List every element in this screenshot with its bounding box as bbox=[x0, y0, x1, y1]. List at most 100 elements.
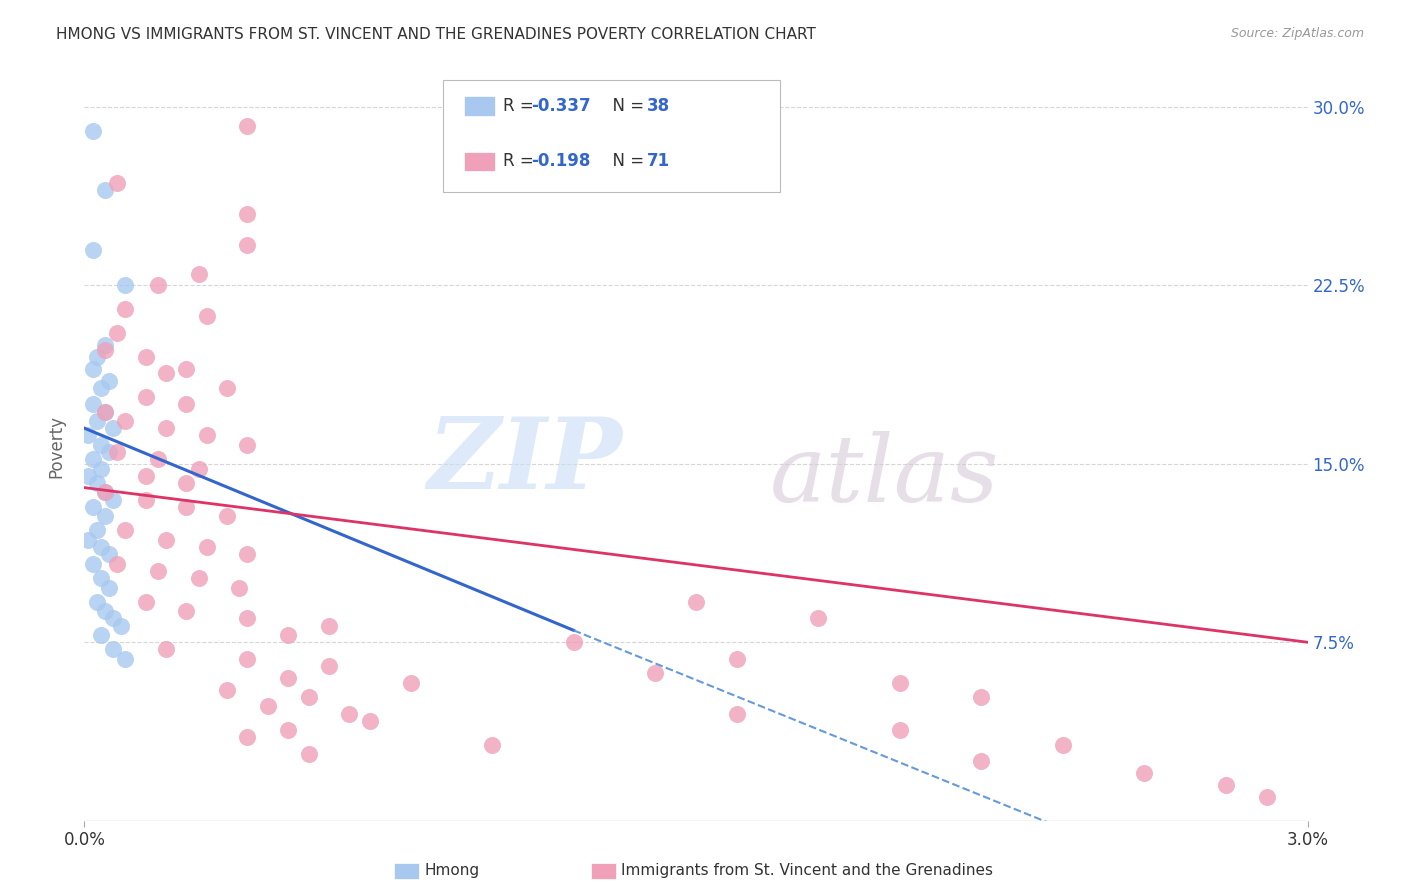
Point bbox=[105, 445, 128, 459]
Point bbox=[359, 714, 381, 728]
Point bbox=[93, 485, 117, 500]
Point bbox=[1133, 766, 1156, 780]
Text: Source: ZipAtlas.com: Source: ZipAtlas.com bbox=[1230, 27, 1364, 40]
Text: HMONG VS IMMIGRANTS FROM ST. VINCENT AND THE GRENADINES POVERTY CORRELATION CHAR: HMONG VS IMMIGRANTS FROM ST. VINCENT AND… bbox=[56, 27, 815, 42]
Point bbox=[82, 124, 104, 138]
Point bbox=[1215, 778, 1237, 792]
Point bbox=[155, 642, 177, 657]
Text: ZIP: ZIP bbox=[427, 413, 623, 509]
Point bbox=[562, 635, 585, 649]
Point bbox=[187, 571, 209, 585]
Point bbox=[277, 671, 299, 685]
Point bbox=[86, 475, 108, 490]
Point bbox=[86, 414, 108, 428]
Point bbox=[90, 381, 112, 395]
Point bbox=[97, 547, 120, 561]
Point bbox=[97, 374, 120, 388]
Text: -0.337: -0.337 bbox=[531, 97, 591, 115]
Point bbox=[93, 404, 117, 418]
Point bbox=[155, 367, 177, 381]
Point bbox=[176, 475, 198, 490]
Point bbox=[93, 183, 117, 197]
Y-axis label: Poverty: Poverty bbox=[48, 415, 66, 477]
Point bbox=[257, 699, 280, 714]
Point bbox=[135, 492, 157, 507]
Point bbox=[77, 428, 100, 442]
Point bbox=[807, 611, 830, 625]
Point bbox=[86, 524, 108, 538]
Point bbox=[339, 706, 361, 721]
Point bbox=[970, 754, 993, 768]
Point bbox=[155, 533, 177, 547]
Text: 71: 71 bbox=[647, 153, 669, 170]
Point bbox=[90, 571, 112, 585]
Point bbox=[236, 119, 259, 133]
Point bbox=[195, 310, 218, 324]
Point bbox=[114, 278, 136, 293]
Point bbox=[93, 338, 117, 352]
Point bbox=[236, 438, 259, 452]
Point bbox=[155, 421, 177, 435]
Point bbox=[399, 675, 422, 690]
Point bbox=[97, 445, 120, 459]
Point bbox=[101, 421, 124, 435]
Point bbox=[889, 675, 911, 690]
Point bbox=[82, 361, 104, 376]
Point bbox=[90, 628, 112, 642]
Point bbox=[236, 652, 259, 666]
Point bbox=[146, 278, 169, 293]
Point bbox=[1052, 738, 1074, 752]
Point bbox=[114, 302, 136, 317]
Point bbox=[176, 604, 198, 618]
Point bbox=[236, 731, 259, 745]
Point bbox=[77, 533, 100, 547]
Point bbox=[236, 238, 259, 252]
Text: -0.198: -0.198 bbox=[531, 153, 591, 170]
Text: atlas: atlas bbox=[769, 431, 998, 521]
Point bbox=[195, 540, 218, 554]
Point bbox=[146, 452, 169, 467]
Point bbox=[90, 461, 112, 475]
Point bbox=[277, 723, 299, 738]
Point bbox=[93, 485, 117, 500]
Point bbox=[176, 361, 198, 376]
Point bbox=[110, 618, 132, 632]
Text: Hmong: Hmong bbox=[425, 863, 479, 878]
Point bbox=[97, 581, 120, 595]
Point bbox=[217, 509, 239, 524]
Point bbox=[101, 642, 124, 657]
Text: Immigrants from St. Vincent and the Grenadines: Immigrants from St. Vincent and the Gren… bbox=[621, 863, 994, 878]
Point bbox=[114, 652, 136, 666]
Point bbox=[187, 267, 209, 281]
Point bbox=[236, 207, 259, 221]
Point bbox=[82, 397, 104, 411]
Point bbox=[228, 581, 250, 595]
Point bbox=[685, 595, 707, 609]
Point bbox=[93, 404, 117, 418]
Point bbox=[889, 723, 911, 738]
Point bbox=[93, 509, 117, 524]
Point bbox=[105, 326, 128, 340]
Point bbox=[217, 682, 239, 697]
Text: R =: R = bbox=[503, 97, 540, 115]
Text: 38: 38 bbox=[647, 97, 669, 115]
Point bbox=[105, 176, 128, 190]
Point bbox=[105, 557, 128, 571]
Point bbox=[298, 747, 321, 761]
Point bbox=[90, 438, 112, 452]
Point bbox=[114, 414, 136, 428]
Point bbox=[277, 628, 299, 642]
Point bbox=[725, 652, 748, 666]
Point bbox=[725, 706, 748, 721]
Point bbox=[644, 666, 666, 681]
Point bbox=[86, 350, 108, 364]
Point bbox=[101, 492, 124, 507]
Point bbox=[101, 611, 124, 625]
Text: N =: N = bbox=[602, 97, 650, 115]
Point bbox=[318, 659, 340, 673]
Point bbox=[187, 461, 209, 475]
Point bbox=[481, 738, 503, 752]
Point bbox=[82, 500, 104, 514]
Point bbox=[236, 611, 259, 625]
Point bbox=[217, 381, 239, 395]
